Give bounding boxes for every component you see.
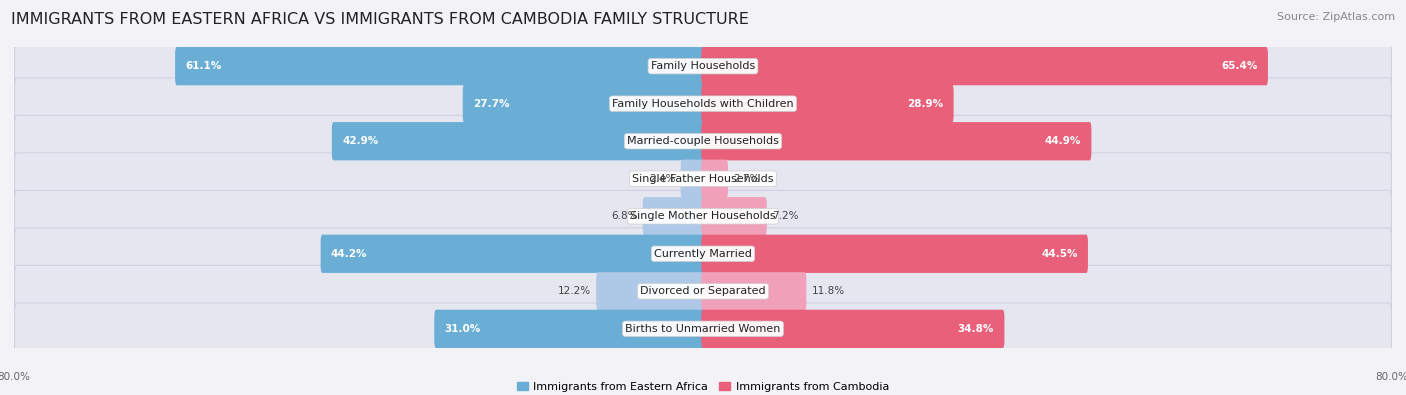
Text: 12.2%: 12.2% — [558, 286, 591, 296]
FancyBboxPatch shape — [702, 197, 766, 235]
FancyBboxPatch shape — [14, 40, 1392, 92]
FancyBboxPatch shape — [434, 310, 704, 348]
FancyBboxPatch shape — [702, 310, 1004, 348]
Text: 65.4%: 65.4% — [1222, 61, 1257, 71]
FancyBboxPatch shape — [14, 78, 1392, 130]
FancyBboxPatch shape — [14, 303, 1392, 355]
FancyBboxPatch shape — [702, 272, 807, 310]
FancyBboxPatch shape — [332, 122, 704, 160]
Text: 28.9%: 28.9% — [907, 99, 943, 109]
Text: Family Households with Children: Family Households with Children — [612, 99, 794, 109]
Text: 44.5%: 44.5% — [1040, 249, 1077, 259]
FancyBboxPatch shape — [596, 272, 704, 310]
Text: Married-couple Households: Married-couple Households — [627, 136, 779, 146]
Text: 7.2%: 7.2% — [772, 211, 799, 221]
Text: 11.8%: 11.8% — [811, 286, 845, 296]
FancyBboxPatch shape — [702, 85, 953, 123]
FancyBboxPatch shape — [702, 122, 1091, 160]
FancyBboxPatch shape — [681, 160, 704, 198]
FancyBboxPatch shape — [14, 115, 1392, 167]
Text: 34.8%: 34.8% — [957, 324, 994, 334]
Text: Divorced or Separated: Divorced or Separated — [640, 286, 766, 296]
Text: 31.0%: 31.0% — [444, 324, 481, 334]
Text: Currently Married: Currently Married — [654, 249, 752, 259]
Text: 6.8%: 6.8% — [612, 211, 637, 221]
Text: Births to Unmarried Women: Births to Unmarried Women — [626, 324, 780, 334]
Text: 2.7%: 2.7% — [733, 174, 759, 184]
Text: 80.0%: 80.0% — [0, 372, 31, 382]
Text: 42.9%: 42.9% — [342, 136, 378, 146]
FancyBboxPatch shape — [176, 47, 704, 85]
Text: 61.1%: 61.1% — [186, 61, 222, 71]
Text: Family Households: Family Households — [651, 61, 755, 71]
FancyBboxPatch shape — [14, 265, 1392, 317]
Text: 80.0%: 80.0% — [1375, 372, 1406, 382]
Text: Single Mother Households: Single Mother Households — [630, 211, 776, 221]
Text: 2.4%: 2.4% — [650, 174, 675, 184]
Text: IMMIGRANTS FROM EASTERN AFRICA VS IMMIGRANTS FROM CAMBODIA FAMILY STRUCTURE: IMMIGRANTS FROM EASTERN AFRICA VS IMMIGR… — [11, 12, 749, 27]
FancyBboxPatch shape — [702, 160, 728, 198]
FancyBboxPatch shape — [463, 85, 704, 123]
Text: 44.2%: 44.2% — [330, 249, 367, 259]
FancyBboxPatch shape — [14, 190, 1392, 242]
FancyBboxPatch shape — [702, 47, 1268, 85]
FancyBboxPatch shape — [643, 197, 704, 235]
Text: Source: ZipAtlas.com: Source: ZipAtlas.com — [1277, 12, 1395, 22]
FancyBboxPatch shape — [14, 153, 1392, 205]
Text: Single Father Households: Single Father Households — [633, 174, 773, 184]
Text: 44.9%: 44.9% — [1045, 136, 1081, 146]
FancyBboxPatch shape — [702, 235, 1088, 273]
FancyBboxPatch shape — [321, 235, 704, 273]
Text: 27.7%: 27.7% — [472, 99, 509, 109]
FancyBboxPatch shape — [14, 228, 1392, 280]
Legend: Immigrants from Eastern Africa, Immigrants from Cambodia: Immigrants from Eastern Africa, Immigran… — [512, 377, 894, 395]
